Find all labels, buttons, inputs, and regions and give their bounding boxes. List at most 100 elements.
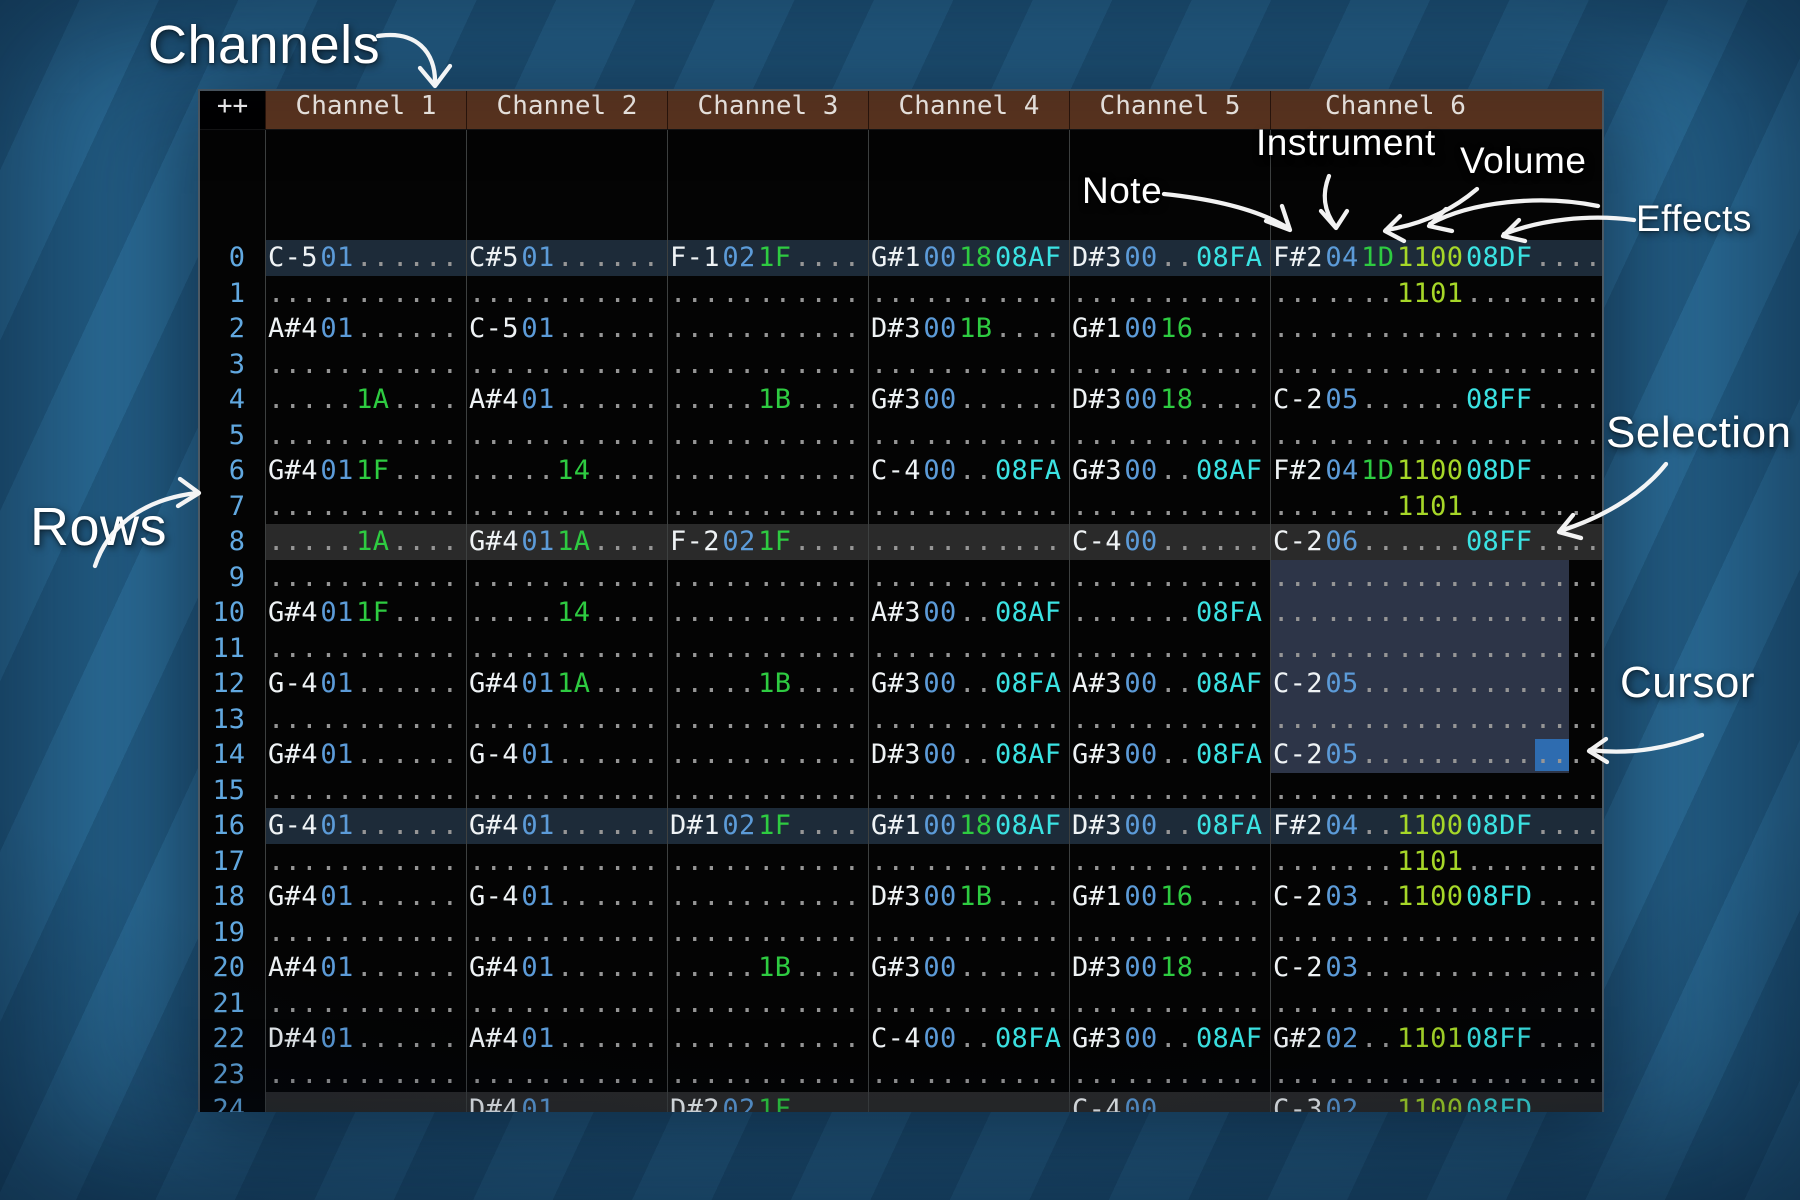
pattern-cell-ch3[interactable]: ...........	[667, 347, 868, 383]
channel-header-3[interactable]: Channel 3	[667, 91, 868, 129]
pattern-cell-ch1[interactable]: ...........	[265, 560, 466, 596]
pattern-cell-ch2[interactable]: ...........	[466, 631, 667, 667]
pattern-cell-ch1[interactable]: C-501......	[265, 240, 466, 276]
pattern-cell-ch2[interactable]: D#401......	[466, 1092, 667, 1112]
pattern-cell-ch1[interactable]: ...........	[265, 773, 466, 809]
pattern-cell-ch2[interactable]: ...........	[466, 844, 667, 880]
pattern-cell-ch3[interactable]: .....1B....	[667, 666, 868, 702]
pattern-cell-ch6[interactable]: F#204..110008DF....	[1270, 808, 1602, 844]
pattern-cell-ch6[interactable]: C-302..110008FD....	[1270, 1092, 1602, 1112]
pattern-cell-ch6[interactable]: C-203..110008FD....	[1270, 879, 1602, 915]
pattern-cell-ch4[interactable]: ...........	[868, 1092, 1069, 1112]
pattern-cell-ch4[interactable]: ...........	[868, 347, 1069, 383]
pattern-cell-ch1[interactable]: ...........	[265, 844, 466, 880]
pattern-cell-ch4[interactable]: G#300..08FA	[868, 666, 1069, 702]
pattern-cell-ch4[interactable]: ...........	[868, 560, 1069, 596]
pattern-cell-ch2[interactable]: .....14....	[466, 595, 667, 631]
pattern-cell-ch3[interactable]: ...........	[667, 418, 868, 454]
pattern-cell-ch4[interactable]: D#3001B....	[868, 879, 1069, 915]
pattern-cell-ch4[interactable]: C-400..08FA	[868, 1021, 1069, 1057]
pattern-cell-ch1[interactable]: ...........	[265, 276, 466, 312]
pattern-cell-ch4[interactable]: G#300......	[868, 950, 1069, 986]
pattern-cell-ch5[interactable]: ...........	[1069, 560, 1270, 596]
pattern-cell-ch2[interactable]: ...........	[466, 915, 667, 951]
pattern-cell-ch3[interactable]: D#2021F....	[667, 1092, 868, 1112]
pattern-cell-ch5[interactable]: ...........	[1069, 915, 1270, 951]
pattern-cell-ch3[interactable]: F-2021F....	[667, 524, 868, 560]
pattern-cell-ch6[interactable]: ...................	[1270, 986, 1602, 1022]
pattern-cell-ch2[interactable]: G#401......	[466, 808, 667, 844]
pattern-cell-ch1[interactable]: ...........	[265, 986, 466, 1022]
pattern-cell-ch2[interactable]: ...........	[466, 773, 667, 809]
pattern-cell-ch6[interactable]: C-206......08FF....	[1270, 524, 1602, 560]
pattern-cell-ch6[interactable]: ...................	[1270, 560, 1602, 596]
pattern-cell-ch6[interactable]: F#2041D110008DF....	[1270, 453, 1602, 489]
pattern-cell-ch5[interactable]: G#10016....	[1069, 311, 1270, 347]
pattern-cell-ch6[interactable]: ...................	[1270, 773, 1602, 809]
pattern-cell-ch5[interactable]: G#10016....	[1069, 879, 1270, 915]
pattern-cell-ch6[interactable]: .......1101........	[1270, 844, 1602, 880]
pattern-cell-ch3[interactable]: .....1B....	[667, 950, 868, 986]
pattern-cell-ch2[interactable]: G#401......	[466, 950, 667, 986]
pattern-cell-ch1[interactable]: .....1A....	[265, 382, 466, 418]
pattern-cell-ch4[interactable]: ...........	[868, 1057, 1069, 1093]
pattern-cell-ch2[interactable]: A#401......	[466, 382, 667, 418]
pattern-cell-ch1[interactable]: G#4011F....	[265, 453, 466, 489]
pattern-cell-ch3[interactable]: ...........	[667, 915, 868, 951]
pattern-cell-ch4[interactable]: ...........	[868, 489, 1069, 525]
pattern-cell-ch5[interactable]: ...........	[1069, 702, 1270, 738]
pattern-cell-ch1[interactable]: G#401......	[265, 879, 466, 915]
pattern-cell-ch3[interactable]: ...........	[667, 453, 868, 489]
pattern-cell-ch2[interactable]: ...........	[466, 560, 667, 596]
pattern-cell-ch3[interactable]: ...........	[667, 489, 868, 525]
pattern-cell-ch3[interactable]: ...........	[667, 879, 868, 915]
pattern-cell-ch5[interactable]: ...........	[1069, 347, 1270, 383]
pattern-cell-ch4[interactable]: C-400..08FA	[868, 453, 1069, 489]
pattern-cell-ch1[interactable]: G-401......	[265, 808, 466, 844]
channel-header-1[interactable]: Channel 1	[265, 91, 466, 129]
pattern-cell-ch6[interactable]: C-205..............	[1270, 737, 1602, 773]
pattern-cell-ch3[interactable]: ...........	[667, 844, 868, 880]
pattern-cell-ch6[interactable]: ...................	[1270, 347, 1602, 383]
pattern-cell-ch3[interactable]: ...........	[667, 986, 868, 1022]
pattern-cell-ch2[interactable]: .....14....	[466, 453, 667, 489]
pattern-cell-ch6[interactable]: ...................	[1270, 418, 1602, 454]
pattern-cell-ch3[interactable]: ...........	[667, 737, 868, 773]
pattern-cell-ch2[interactable]: C-501......	[466, 311, 667, 347]
pattern-cell-ch6[interactable]: C-205......08FF....	[1270, 382, 1602, 418]
pattern-cell-ch1[interactable]: ...........	[265, 1092, 466, 1112]
pattern-cell-ch1[interactable]: G#4011F....	[265, 595, 466, 631]
channel-header-2[interactable]: Channel 2	[466, 91, 667, 129]
pattern-cell-ch4[interactable]: ...........	[868, 524, 1069, 560]
pattern-cell-ch6[interactable]: ...................	[1270, 702, 1602, 738]
pattern-cell-ch5[interactable]: D#30018....	[1069, 382, 1270, 418]
pattern-cell-ch6[interactable]: G#202..110108FF....	[1270, 1021, 1602, 1057]
pattern-cell-ch6[interactable]: ...................	[1270, 631, 1602, 667]
pattern-cell-ch4[interactable]: ...........	[868, 773, 1069, 809]
pattern-cell-ch4[interactable]: D#3001B....	[868, 311, 1069, 347]
pattern-cell-ch1[interactable]: ...........	[265, 1057, 466, 1093]
pattern-cell-ch5[interactable]: G#300..08FA	[1069, 737, 1270, 773]
pattern-cell-ch2[interactable]: ...........	[466, 276, 667, 312]
channel-header-4[interactable]: Channel 4	[868, 91, 1069, 129]
pattern-cell-ch3[interactable]: ...........	[667, 631, 868, 667]
pattern-cell-ch5[interactable]: G#300..08AF	[1069, 1021, 1270, 1057]
pattern-cell-ch1[interactable]: D#401......	[265, 1021, 466, 1057]
add-channel-button[interactable]: ++	[200, 91, 265, 129]
pattern-cell-ch4[interactable]: G#1001808AF	[868, 240, 1069, 276]
pattern-cell-ch4[interactable]: G#1001808AF	[868, 808, 1069, 844]
pattern-cell-ch1[interactable]: G#401......	[265, 737, 466, 773]
pattern-cell-ch4[interactable]: ...........	[868, 915, 1069, 951]
pattern-cell-ch4[interactable]: ...........	[868, 702, 1069, 738]
pattern-cell-ch5[interactable]: D#300..08FA	[1069, 808, 1270, 844]
pattern-cell-ch5[interactable]: ...........	[1069, 489, 1270, 525]
pattern-cell-ch6[interactable]: F#2041D110008DF....	[1270, 240, 1602, 276]
pattern-cell-ch3[interactable]: D#1021F....	[667, 808, 868, 844]
pattern-cell-ch1[interactable]: ...........	[265, 347, 466, 383]
pattern-cell-ch5[interactable]: ...........	[1069, 773, 1270, 809]
pattern-cell-ch2[interactable]: G-401......	[466, 879, 667, 915]
pattern-cell-ch4[interactable]: ...........	[868, 276, 1069, 312]
pattern-cell-ch3[interactable]: ...........	[667, 1021, 868, 1057]
pattern-cell-ch2[interactable]: G#4011A....	[466, 524, 667, 560]
pattern-cell-ch5[interactable]: D#30018....	[1069, 950, 1270, 986]
